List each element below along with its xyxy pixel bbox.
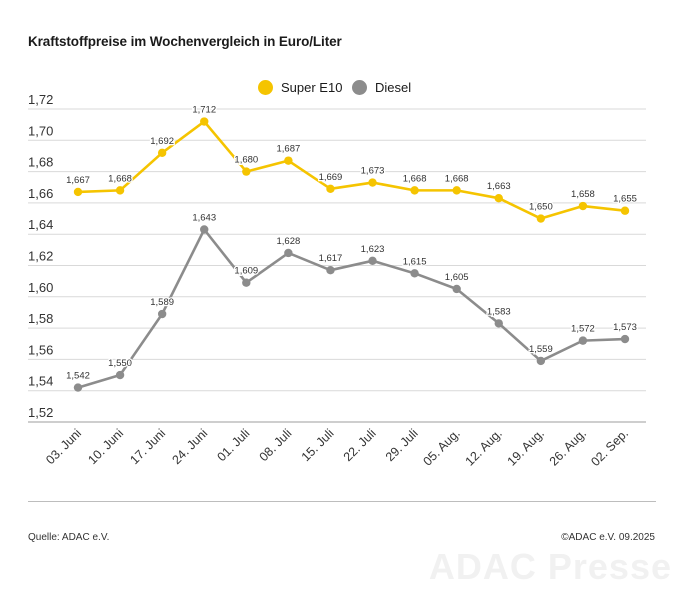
y-tick-label: 1,64 xyxy=(28,217,53,232)
data-point-super-e10 xyxy=(578,201,588,211)
data-label-super-e10: 1,673 xyxy=(361,166,385,177)
x-tick-label: 24. Juni xyxy=(169,426,210,467)
legend-label-diesel: Diesel xyxy=(375,80,412,95)
data-point-diesel xyxy=(452,284,461,294)
x-tick-label: 10. Juni xyxy=(85,426,126,467)
data-point-diesel xyxy=(410,269,419,278)
series-line-super-e10 xyxy=(77,120,626,220)
data-point-super-e10 xyxy=(410,186,419,195)
x-tick-label: 01. Juli xyxy=(215,426,253,464)
x-tick-label: 17. Juni xyxy=(127,426,168,467)
data-label-super-e10: 1,667 xyxy=(66,175,90,186)
data-label-super-e10: 1,669 xyxy=(319,172,343,183)
data-point-super-e10 xyxy=(494,194,503,203)
y-tick-label: 1,68 xyxy=(28,155,53,170)
data-label-super-e10: 1,668 xyxy=(403,173,427,184)
x-tick-label: 26. Aug. xyxy=(547,426,589,468)
data-point-super-e10 xyxy=(157,148,167,158)
data-label-diesel: 1,609 xyxy=(234,266,258,277)
series-line-diesel xyxy=(77,228,626,389)
data-point-diesel xyxy=(620,334,630,344)
data-label-diesel: 1,615 xyxy=(403,256,427,267)
data-point-diesel xyxy=(157,309,167,319)
legend-label-super-e10: Super E10 xyxy=(281,80,343,95)
data-label-super-e10: 1,680 xyxy=(234,155,258,166)
data-label-diesel: 1,583 xyxy=(487,306,511,317)
data-label-diesel: 1,550 xyxy=(108,358,132,369)
data-label-diesel: 1,542 xyxy=(66,371,90,382)
data-label-super-e10: 1,658 xyxy=(571,189,595,200)
data-label-diesel: 1,628 xyxy=(276,236,300,247)
data-label-super-e10: 1,712 xyxy=(192,105,216,116)
data-label-diesel: 1,573 xyxy=(613,322,637,333)
data-point-diesel xyxy=(368,256,377,266)
data-point-diesel xyxy=(326,265,335,275)
data-point-diesel xyxy=(284,248,293,258)
data-point-super-e10 xyxy=(452,186,461,195)
data-label-diesel: 1,643 xyxy=(192,213,216,224)
data-label-super-e10: 1,692 xyxy=(150,136,174,147)
legend-item-super-e10: Super E10 xyxy=(258,80,342,95)
y-tick-label: 1,72 xyxy=(28,92,53,107)
legend-swatch-super-e10 xyxy=(258,80,273,95)
data-point-super-e10 xyxy=(73,187,83,197)
legend-item-diesel: Diesel xyxy=(352,80,411,95)
data-point-super-e10 xyxy=(368,178,377,187)
y-tick-label: 1,60 xyxy=(28,280,53,295)
x-tick-label: 15. Juli xyxy=(299,426,337,464)
x-tick-label: 29. Juli xyxy=(383,426,421,464)
x-tick-label: 08. Juli xyxy=(257,426,295,464)
data-point-diesel xyxy=(73,383,83,392)
data-point-diesel xyxy=(115,370,125,380)
data-point-super-e10 xyxy=(536,214,546,223)
x-tick-label: 05. Aug. xyxy=(420,426,462,468)
copyright-note: ©ADAC e.V. 09.2025 xyxy=(561,532,655,543)
data-label-super-e10: 1,668 xyxy=(445,173,469,184)
data-point-diesel xyxy=(536,356,546,366)
y-tick-label: 1,56 xyxy=(28,342,53,357)
data-label-diesel: 1,559 xyxy=(529,344,553,355)
data-label-diesel: 1,605 xyxy=(445,272,469,283)
y-tick-label: 1,62 xyxy=(28,249,53,264)
data-label-super-e10: 1,687 xyxy=(276,144,300,155)
data-point-diesel xyxy=(242,278,251,287)
chart-title: Kraftstoffpreise im Wochenvergleich in E… xyxy=(28,34,342,49)
x-tick-label: 19. Aug. xyxy=(505,426,547,468)
data-point-super-e10 xyxy=(242,167,251,176)
x-tick-label: 03. Juni xyxy=(43,426,84,467)
source-note: Quelle: ADAC e.V. xyxy=(28,532,110,543)
x-tick-label: 12. Aug. xyxy=(463,426,505,468)
data-point-super-e10 xyxy=(115,186,125,195)
data-point-super-e10 xyxy=(200,117,209,126)
y-tick-label: 1,52 xyxy=(28,405,53,420)
data-label-diesel: 1,572 xyxy=(571,324,595,335)
y-tick-label: 1,66 xyxy=(28,186,53,201)
y-tick-label: 1,70 xyxy=(28,123,53,138)
legend-swatch-diesel xyxy=(352,80,367,95)
data-point-super-e10 xyxy=(284,156,293,165)
watermark: ADAC Presse xyxy=(428,546,672,587)
y-tick-label: 1,58 xyxy=(28,311,53,326)
x-tick-label: 22. Juli xyxy=(341,426,379,464)
footer-divider xyxy=(28,501,656,502)
data-label-super-e10: 1,655 xyxy=(613,194,637,205)
y-tick-label: 1,54 xyxy=(28,374,53,389)
data-point-diesel xyxy=(494,319,503,328)
data-label-diesel: 1,623 xyxy=(361,244,385,255)
data-point-diesel xyxy=(200,225,209,234)
data-label-super-e10: 1,668 xyxy=(108,173,132,184)
x-tick-label: 02. Sep. xyxy=(588,426,631,469)
data-point-super-e10 xyxy=(326,184,335,194)
data-label-diesel: 1,589 xyxy=(150,297,174,308)
data-label-super-e10: 1,650 xyxy=(529,202,553,213)
data-point-diesel xyxy=(578,336,588,345)
data-point-super-e10 xyxy=(620,206,630,215)
data-label-diesel: 1,617 xyxy=(319,253,343,264)
data-label-super-e10: 1,663 xyxy=(487,181,511,192)
